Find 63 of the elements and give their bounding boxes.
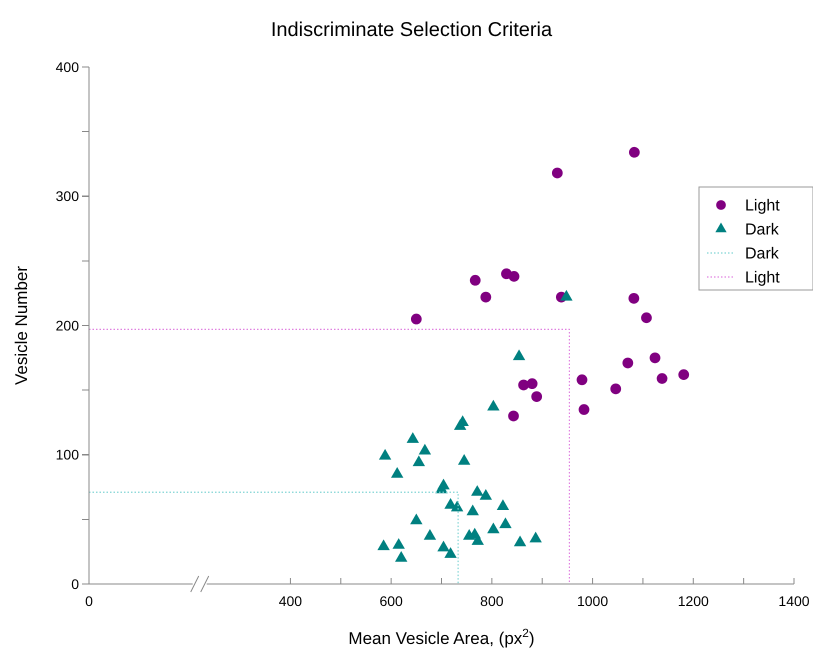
y-tick-label: 200 xyxy=(56,317,80,334)
x-tick-label: 1000 xyxy=(576,593,608,609)
x-tick-label: 800 xyxy=(480,593,504,609)
point xyxy=(378,448,392,460)
point xyxy=(656,373,668,384)
point xyxy=(406,432,419,443)
point xyxy=(377,539,390,550)
point xyxy=(531,391,542,402)
point xyxy=(496,499,510,510)
point xyxy=(454,419,466,430)
point xyxy=(578,404,590,415)
y-tick-label: 300 xyxy=(56,188,80,204)
point xyxy=(518,380,529,390)
point xyxy=(512,349,526,360)
point xyxy=(471,485,484,496)
point xyxy=(480,292,492,302)
point xyxy=(395,550,408,562)
point xyxy=(444,547,457,558)
y-tick-label: 400 xyxy=(56,58,80,75)
point xyxy=(628,146,640,158)
legend-label: Dark xyxy=(745,246,780,263)
x-tick-label: 0 xyxy=(85,593,94,609)
point xyxy=(390,466,404,478)
point xyxy=(499,517,512,528)
point xyxy=(508,410,519,422)
y-axis-title: Vesicle Number xyxy=(12,266,31,386)
point xyxy=(392,538,405,549)
point xyxy=(410,514,423,524)
x-tick-label: 1400 xyxy=(778,593,810,609)
point xyxy=(437,540,450,552)
x-tick-label: 400 xyxy=(278,593,302,609)
x-tick-label: 600 xyxy=(379,593,404,609)
point xyxy=(678,369,690,380)
point xyxy=(576,374,588,386)
legend-label: Light xyxy=(745,270,780,287)
point xyxy=(458,454,470,465)
point xyxy=(529,532,542,542)
point xyxy=(628,292,640,304)
point xyxy=(641,312,652,324)
point xyxy=(480,488,492,500)
point xyxy=(487,400,500,411)
legend-label: Dark xyxy=(745,222,780,239)
point xyxy=(466,504,479,516)
point xyxy=(650,352,660,364)
x-axis-title: Mean Vesicle Area, (px$^{2}$) xyxy=(348,626,535,648)
x-tick-label: 1200 xyxy=(678,593,710,609)
point xyxy=(508,271,520,282)
point xyxy=(412,455,426,466)
point xyxy=(410,314,422,324)
point xyxy=(418,444,432,454)
point xyxy=(450,500,464,512)
point xyxy=(424,529,436,540)
point xyxy=(526,378,538,390)
point xyxy=(487,522,500,534)
chart-title: Indiscriminate Selection Criteria xyxy=(270,19,553,41)
y-tick-label: 0 xyxy=(71,576,80,592)
legend-label: Light xyxy=(745,198,780,215)
point xyxy=(610,383,622,394)
point xyxy=(470,274,481,286)
point xyxy=(622,358,634,368)
point xyxy=(552,168,563,178)
y-tick-label: 100 xyxy=(56,446,80,463)
point xyxy=(514,535,526,546)
